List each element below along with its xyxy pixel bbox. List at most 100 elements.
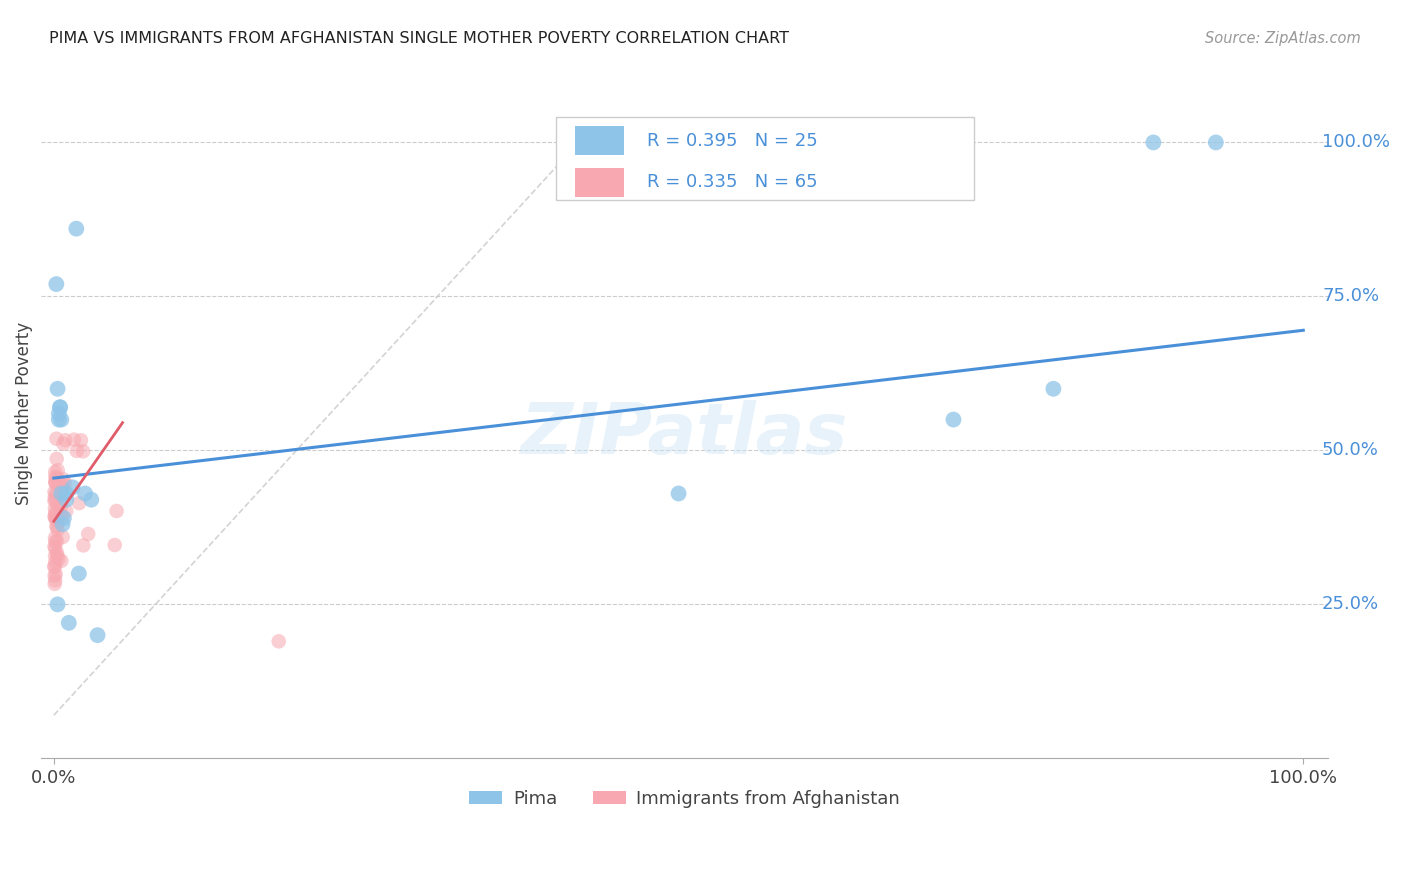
Point	[51, 509, 73, 524]
Point	[49, 500, 72, 514]
Point	[52, 472, 75, 486]
Point	[44, 577, 66, 591]
Point	[66, 443, 89, 458]
Point	[105, 504, 128, 518]
Point	[46, 598, 69, 612]
Point	[45, 471, 67, 485]
Point	[44, 534, 66, 549]
Point	[48, 506, 70, 520]
Point	[65, 221, 87, 235]
FancyBboxPatch shape	[575, 168, 624, 197]
Point	[77, 527, 100, 541]
Point	[44, 470, 66, 484]
Point	[44, 490, 66, 504]
FancyBboxPatch shape	[557, 117, 974, 200]
Point	[75, 486, 97, 500]
Point	[44, 493, 66, 508]
Point	[44, 493, 66, 508]
Point	[45, 518, 67, 533]
Text: R = 0.335   N = 65: R = 0.335 N = 65	[648, 173, 818, 192]
Point	[72, 444, 94, 458]
Point	[67, 566, 90, 581]
Point	[1042, 382, 1064, 396]
Point	[44, 506, 66, 520]
Point	[58, 615, 80, 630]
Point	[46, 463, 69, 477]
Point	[44, 465, 66, 479]
Point	[70, 434, 93, 448]
Point	[44, 510, 66, 524]
Point	[53, 475, 76, 490]
Point	[1205, 136, 1227, 150]
Point	[44, 484, 66, 499]
Point	[80, 492, 103, 507]
Text: 100.0%: 100.0%	[1322, 134, 1391, 152]
Point	[48, 412, 70, 426]
Point	[63, 433, 86, 447]
Point	[44, 475, 66, 489]
Text: Source: ZipAtlas.com: Source: ZipAtlas.com	[1205, 31, 1361, 46]
Point	[46, 473, 69, 487]
Point	[46, 512, 69, 526]
Point	[104, 538, 127, 552]
Point	[44, 510, 66, 524]
Point	[46, 382, 69, 396]
Point	[46, 549, 69, 563]
Point	[46, 523, 69, 537]
Text: R = 0.395   N = 25: R = 0.395 N = 25	[648, 132, 818, 150]
Point	[55, 492, 77, 507]
Point	[51, 554, 73, 568]
Point	[45, 477, 67, 491]
Point	[46, 546, 69, 560]
Point	[44, 475, 66, 490]
Point	[45, 486, 67, 500]
Text: PIMA VS IMMIGRANTS FROM AFGHANISTAN SINGLE MOTHER POVERTY CORRELATION CHART: PIMA VS IMMIGRANTS FROM AFGHANISTAN SING…	[49, 31, 789, 46]
Point	[51, 412, 73, 426]
Point	[45, 432, 67, 446]
Point	[45, 513, 67, 527]
Point	[51, 486, 73, 500]
Point	[52, 517, 75, 532]
Point	[45, 520, 67, 534]
Point	[44, 555, 66, 569]
Text: 75.0%: 75.0%	[1322, 287, 1379, 305]
Point	[52, 530, 75, 544]
Point	[55, 504, 77, 518]
Point	[55, 486, 77, 500]
Point	[52, 511, 75, 525]
Point	[86, 628, 108, 642]
Point	[44, 549, 66, 563]
Y-axis label: Single Mother Poverty: Single Mother Poverty	[15, 322, 32, 505]
Point	[72, 538, 94, 552]
Point	[942, 412, 965, 426]
Point	[51, 475, 73, 490]
Point	[1142, 136, 1164, 150]
Point	[53, 434, 76, 448]
Point	[44, 568, 66, 582]
Point	[44, 501, 66, 516]
Point	[44, 541, 66, 556]
Point	[52, 480, 75, 494]
Point	[668, 486, 690, 500]
Point	[52, 437, 75, 451]
Point	[48, 406, 70, 420]
Point	[44, 559, 66, 574]
Text: 25.0%: 25.0%	[1322, 595, 1379, 614]
Point	[48, 552, 70, 566]
Point	[46, 497, 69, 511]
Point	[44, 574, 66, 588]
Point	[49, 401, 72, 415]
Point	[44, 560, 66, 574]
Legend: Pima, Immigrants from Afghanistan: Pima, Immigrants from Afghanistan	[463, 782, 907, 815]
Point	[45, 277, 67, 291]
Point	[45, 451, 67, 466]
FancyBboxPatch shape	[575, 127, 624, 155]
Text: 50.0%: 50.0%	[1322, 442, 1379, 459]
Point	[48, 476, 70, 491]
Point	[46, 533, 69, 548]
Point	[44, 531, 66, 545]
Point	[49, 401, 72, 415]
Point	[267, 634, 290, 648]
Text: ZIPatlas: ZIPatlas	[522, 400, 848, 468]
Point	[44, 540, 66, 554]
